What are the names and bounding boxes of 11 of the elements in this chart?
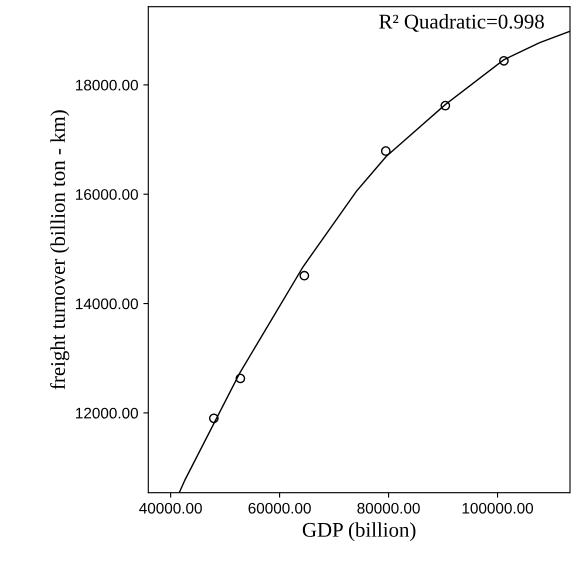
annotation: R² Quadratic=0.998 [379,14,544,32]
y-tick-label: 14000.00 [76,298,138,310]
y-tick-label: 16000.00 [76,189,138,200]
x-tick-label: 40000.00 [139,502,202,514]
y-axis-title: freight turnover (billion ton - km) [50,110,70,390]
x-tick-label: 100000.00 [462,502,534,514]
y-tick-label: 18000.00 [76,80,138,91]
x-axis-title: GDP (billion) [302,522,416,542]
x-tick-label: 80000.00 [357,502,420,514]
x-tick-label: 60000.00 [248,502,311,514]
y-tick-label: 12000.00 [76,408,138,419]
